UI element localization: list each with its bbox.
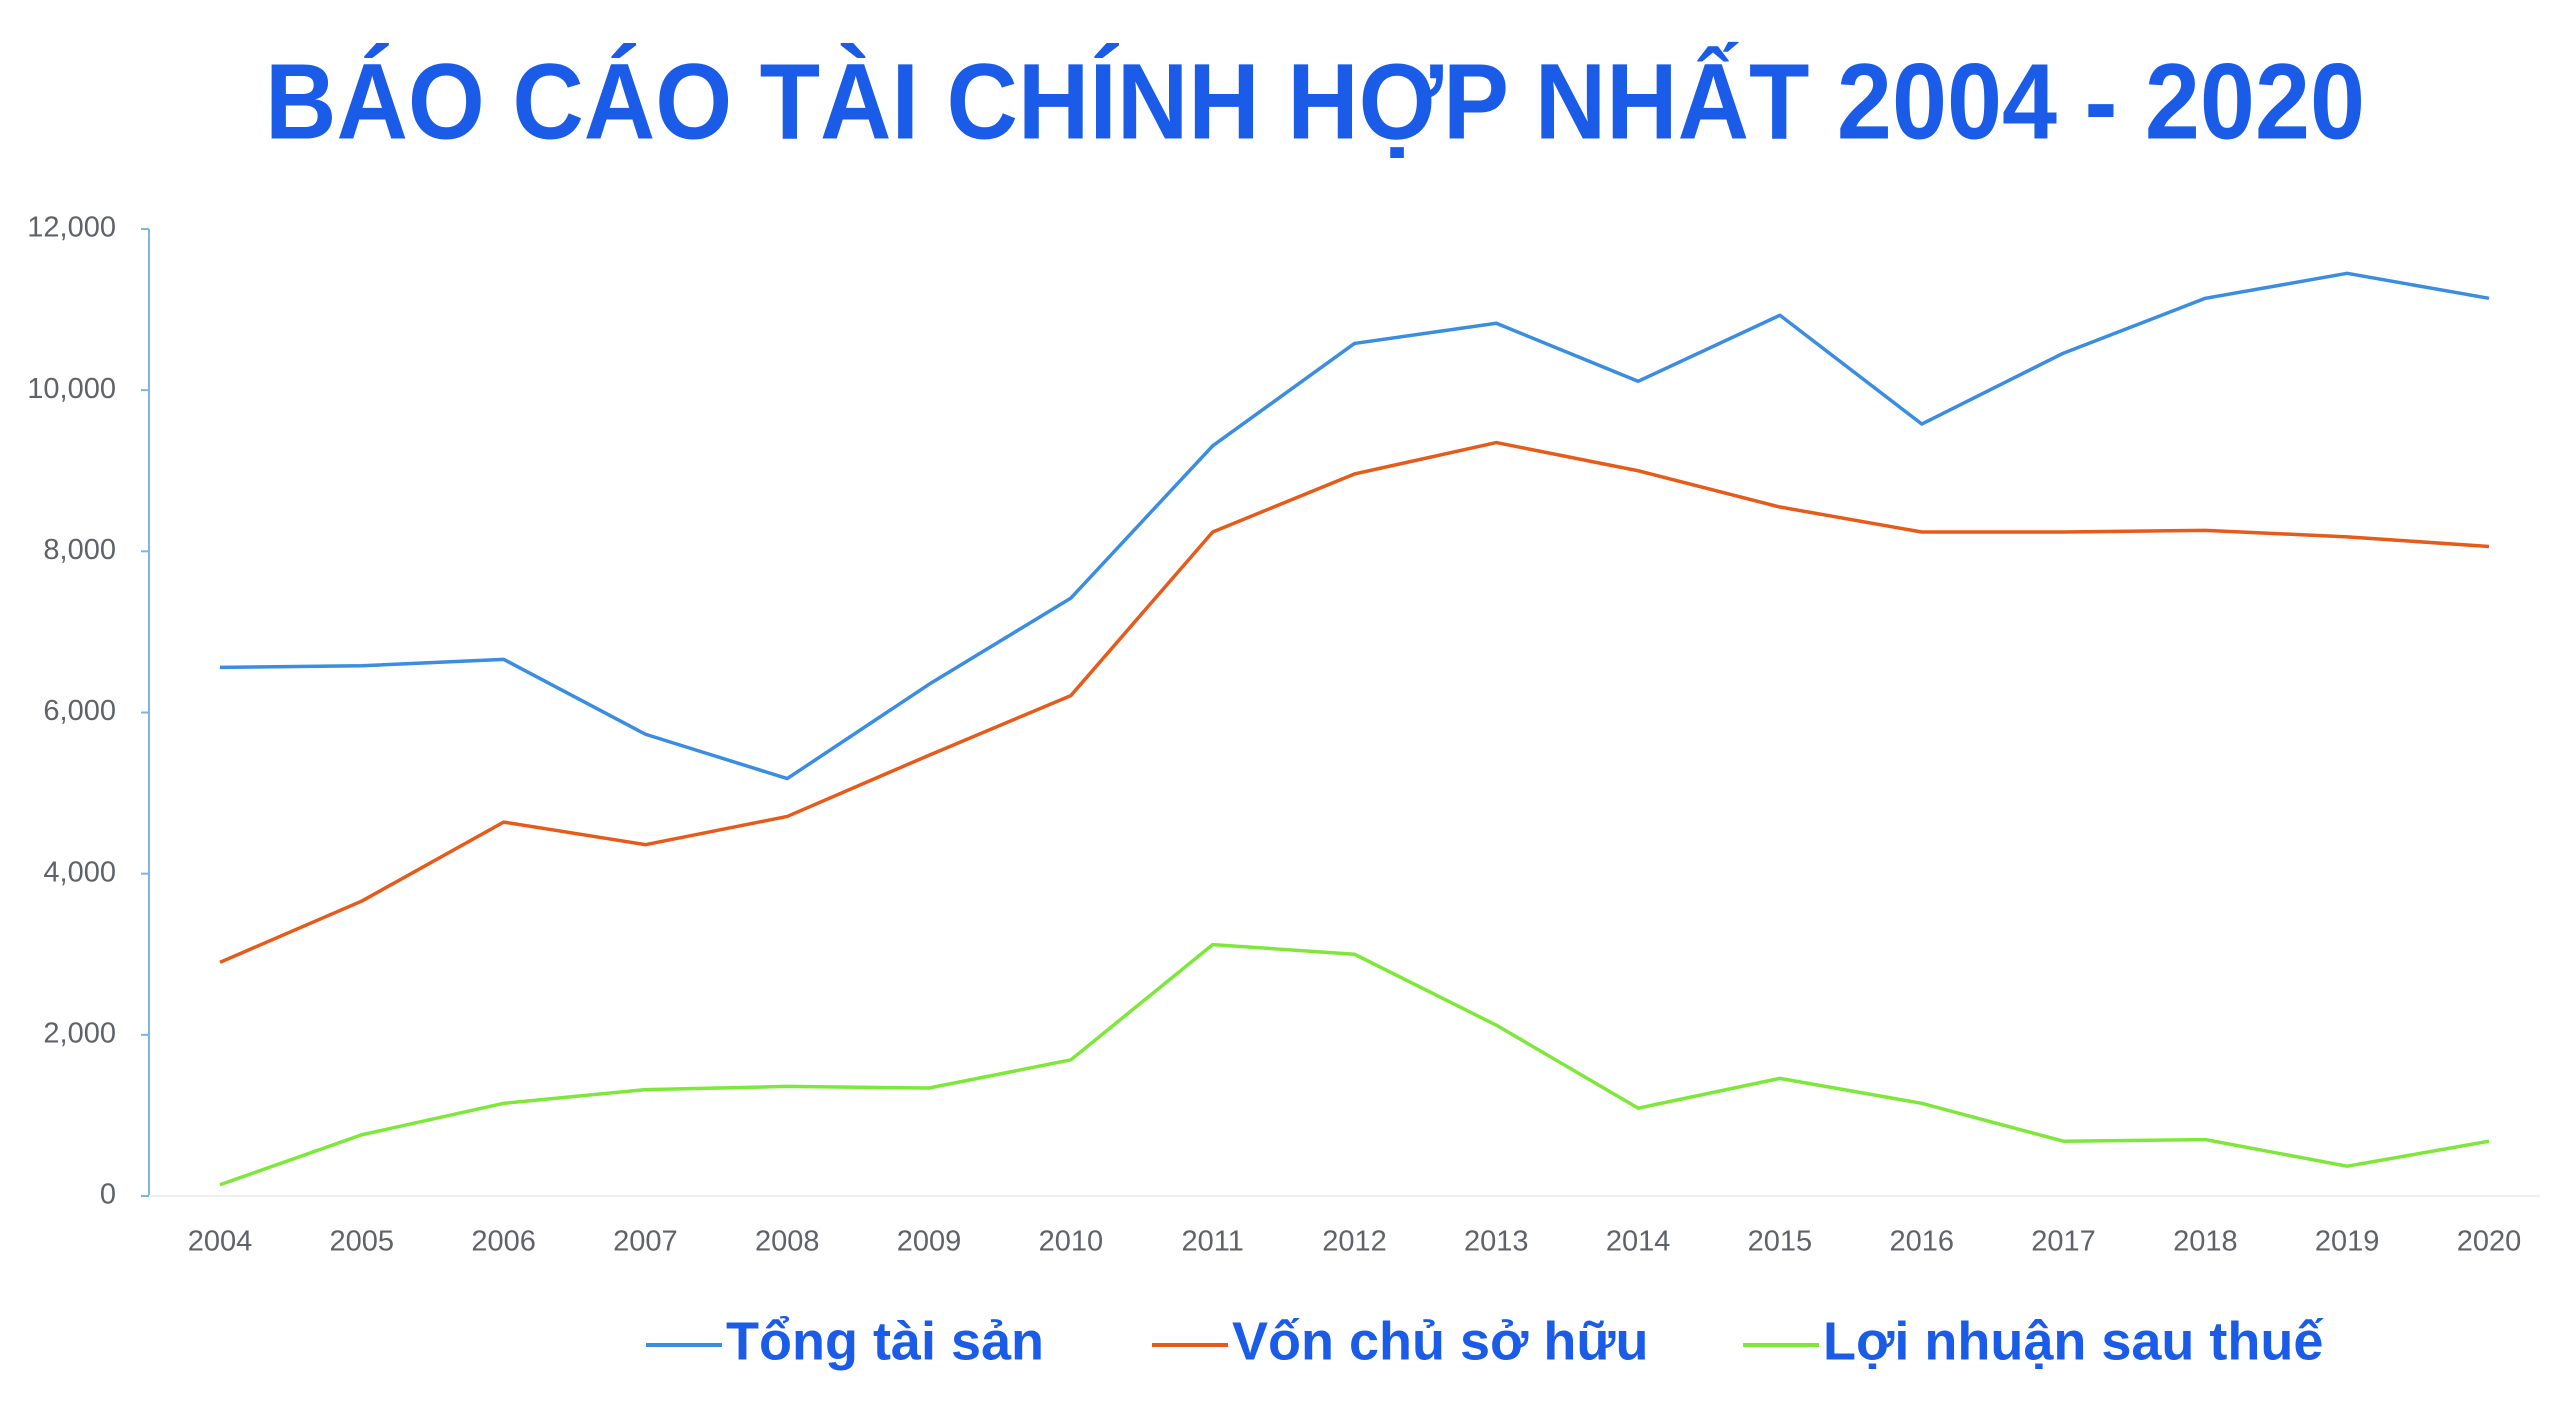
y-tick-label: 8,000 bbox=[43, 534, 116, 566]
series-line bbox=[219, 440, 2490, 964]
x-tick-label: 2017 bbox=[2031, 1226, 2096, 1258]
x-tick-label: 2016 bbox=[1889, 1226, 1954, 1258]
x-tick-label: 2014 bbox=[1606, 1226, 1671, 1258]
y-tick-label: 6,000 bbox=[43, 695, 116, 727]
x-tick-label: 2009 bbox=[897, 1226, 962, 1258]
x-tick-label: 2019 bbox=[2315, 1226, 2380, 1258]
x-tick-label: 2010 bbox=[1039, 1226, 1104, 1258]
series-line bbox=[219, 942, 2490, 1187]
chart-title: BÁO CÁO TÀI CHÍNH HỢP NHẤT 2004 - 2020 bbox=[265, 41, 2365, 162]
x-tick-label: 2006 bbox=[471, 1226, 536, 1258]
x-tick-label: 2015 bbox=[1748, 1226, 1813, 1258]
x-tick-label: 2018 bbox=[2173, 1226, 2238, 1258]
legend-label: Vốn chủ sở hữu bbox=[1232, 1311, 1649, 1371]
legend-label: Tổng tài sản bbox=[726, 1311, 1044, 1371]
legend-label: Lợi nhuận sau thuế bbox=[1823, 1311, 2324, 1371]
y-tick-label: 2,000 bbox=[43, 1017, 116, 1049]
y-tick-label: 12,000 bbox=[27, 212, 116, 244]
x-tick-label: 2005 bbox=[330, 1226, 395, 1258]
y-tick-label: 0 bbox=[100, 1179, 116, 1211]
x-tick-label: 2011 bbox=[1182, 1226, 1244, 1258]
y-tick-label: 10,000 bbox=[27, 373, 116, 405]
x-tick-label: 2013 bbox=[1464, 1226, 1529, 1258]
series-line bbox=[219, 271, 2490, 781]
x-tick-label: 2004 bbox=[188, 1226, 253, 1258]
x-tick-label: 2020 bbox=[2457, 1226, 2522, 1258]
x-tick-label: 2012 bbox=[1322, 1226, 1387, 1258]
x-tick-label: 2008 bbox=[755, 1226, 820, 1258]
x-tick-label: 2007 bbox=[613, 1226, 678, 1258]
y-tick-label: 4,000 bbox=[43, 856, 116, 888]
